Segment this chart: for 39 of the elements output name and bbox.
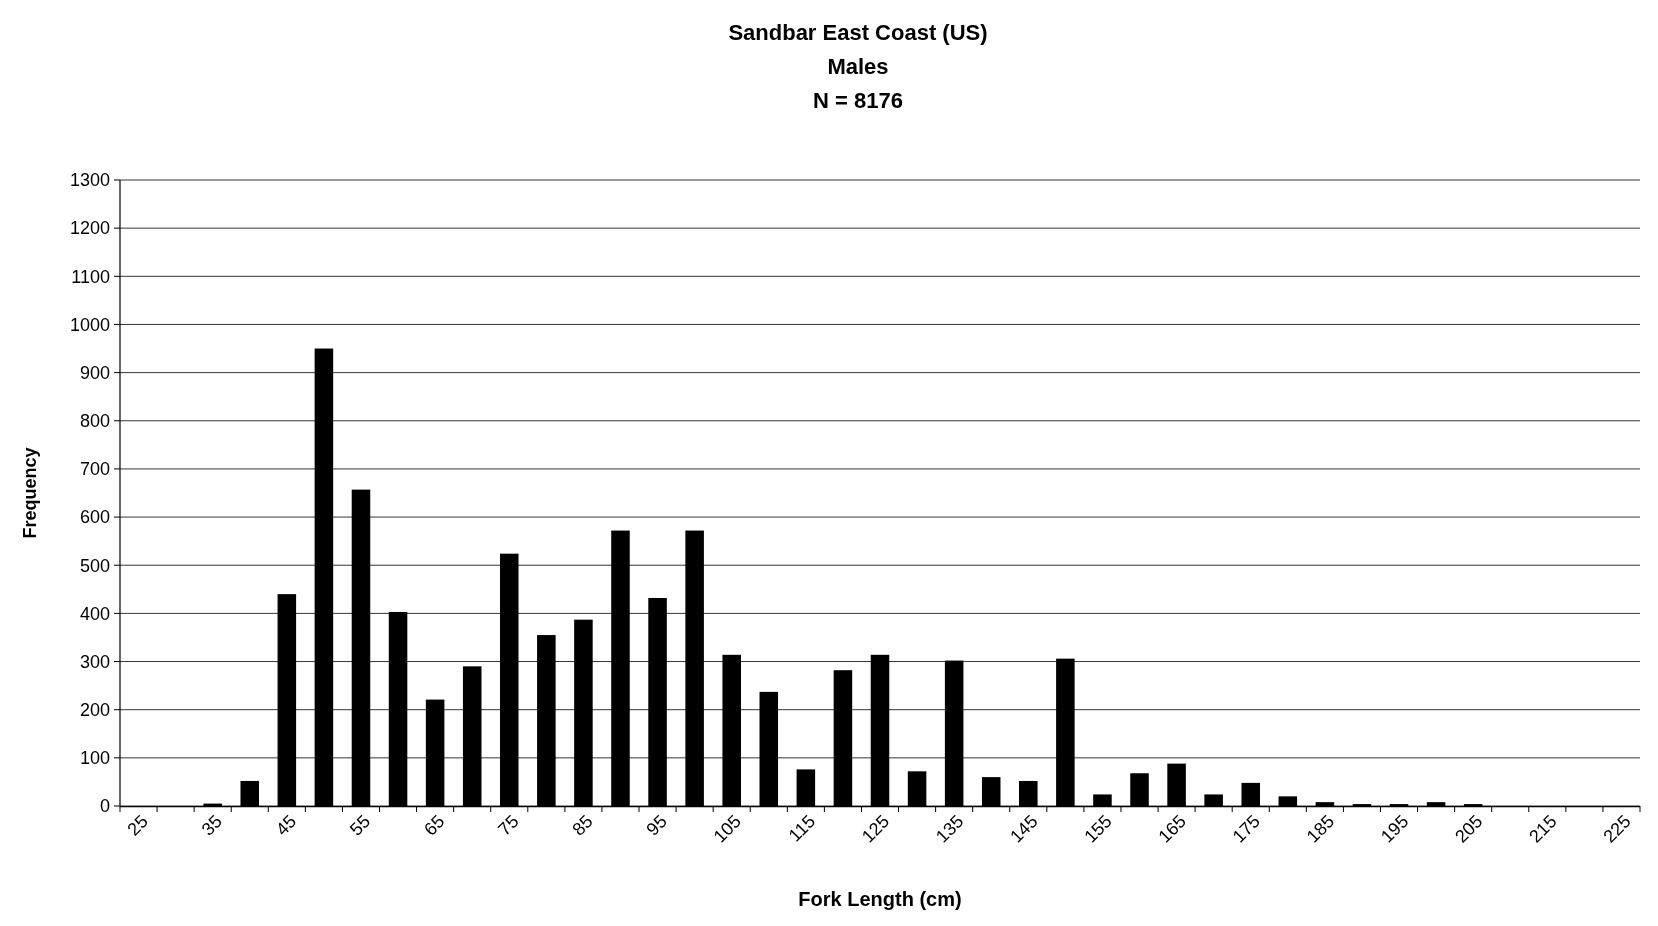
x-tick-label: 165: [1154, 811, 1190, 847]
y-tick-label: 500: [79, 555, 110, 576]
y-tick-label: 800: [79, 411, 110, 432]
x-tick-label: 115: [784, 811, 820, 846]
x-tick-label: 205: [1451, 811, 1487, 847]
x-tick-label: 195: [1376, 811, 1413, 847]
x-tick-label: 135: [932, 811, 968, 847]
x-tick-label: 145: [1006, 811, 1042, 847]
x-tick-label: 85: [568, 811, 597, 840]
x-tick-label: 185: [1302, 811, 1339, 847]
x-tick-label: 175: [1228, 811, 1265, 847]
x-tick-label: 75: [494, 811, 523, 840]
x-tick-label: 155: [1080, 811, 1116, 847]
x-tick-label: 215: [1525, 811, 1561, 847]
y-tick-label: 400: [79, 603, 110, 624]
y-tick-label: 1000: [69, 314, 110, 335]
y-axis-title: Frequency: [20, 447, 40, 539]
x-tick-label: 35: [197, 811, 226, 840]
x-tick-label: 125: [857, 811, 894, 847]
y-tick-label: 600: [79, 507, 110, 528]
x-tick-label: 25: [123, 811, 152, 840]
x-tick-label: 45: [271, 811, 301, 840]
x-tick-label: 105: [709, 811, 745, 847]
y-tick-label: 300: [79, 651, 110, 672]
x-tick-label: 95: [642, 811, 671, 840]
x-tick-label: 55: [345, 811, 375, 840]
y-tick-label: 900: [79, 362, 110, 383]
y-tick-label: 100: [79, 748, 110, 769]
y-tick-label: 200: [79, 699, 110, 720]
y-tick-label: 0: [99, 796, 110, 817]
y-tick-label: 700: [79, 459, 110, 480]
chart-subtitle: Males N = 8176: [813, 54, 903, 113]
x-tick-label: 65: [420, 811, 449, 840]
x-tick-label: 225: [1599, 811, 1635, 847]
chart-title: Sandbar East Coast (US): [728, 20, 988, 45]
y-tick-label: 1200: [69, 218, 110, 239]
y-tick-label: 1300: [69, 170, 110, 191]
x-axis-title: Fork Length (cm): [798, 888, 962, 910]
y-tick-label: 1100: [71, 266, 110, 287]
